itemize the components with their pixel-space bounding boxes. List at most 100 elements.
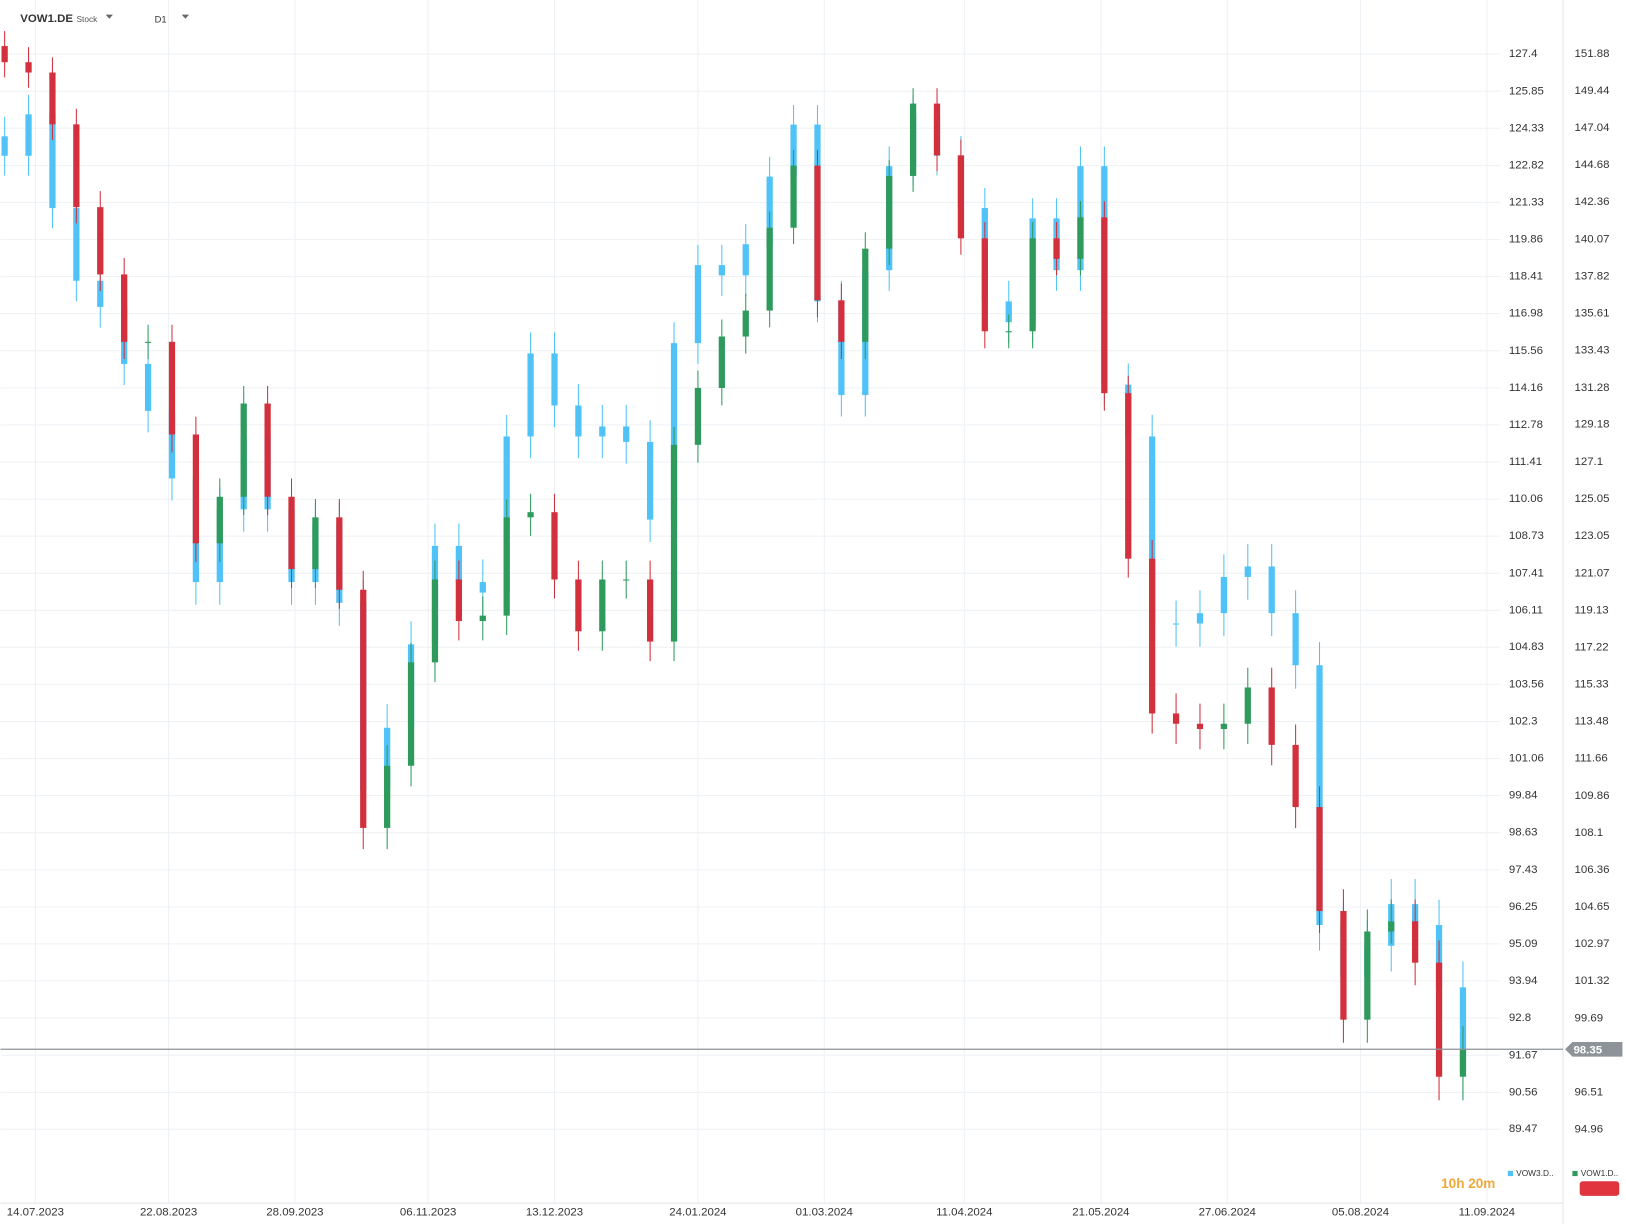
y-tick-label: 114.16 [1509, 382, 1543, 394]
candle-body [1125, 393, 1132, 559]
countdown: 10h 20m [1441, 1176, 1495, 1191]
y-tick-label: 89.47 [1509, 1123, 1538, 1135]
y-tick-label: 118.41 [1509, 271, 1543, 283]
candle-body [168, 341, 176, 435]
dropdown-arrow[interactable] [181, 14, 190, 19]
y-tick-label: 127.4 [1509, 48, 1538, 60]
candle-body [766, 227, 773, 311]
candle-body [479, 582, 486, 593]
y-tick-label: 125.85 [1509, 85, 1544, 97]
candle-body [1196, 613, 1204, 624]
y-tick-label: 96.25 [1509, 901, 1538, 913]
y2-tick-label: 106.36 [1574, 864, 1609, 876]
y2-tick-label: 147.04 [1574, 122, 1610, 134]
candle-body [1005, 301, 1012, 323]
y2-tick-label: 96.51 [1574, 1087, 1603, 1099]
candle-body [1292, 744, 1299, 808]
y-tick-label: 102.3 [1509, 716, 1538, 728]
candle-body [431, 579, 439, 663]
candle-body [599, 426, 606, 437]
x-tick-label: 01.03.2024 [796, 1207, 854, 1219]
y-tick-label: 97.43 [1509, 864, 1538, 876]
candle-body [646, 579, 654, 642]
candle-body [73, 124, 80, 208]
legend-label: VOW1.D.. [1581, 1168, 1618, 1178]
current-price-marker [1565, 1042, 1623, 1057]
candle-body [144, 341, 152, 343]
candle-body [360, 589, 367, 828]
candle-body [670, 444, 678, 642]
x-tick-label: 05.08.2024 [1332, 1207, 1390, 1219]
candle-body [384, 765, 391, 828]
x-tick-label: 14.07.2023 [7, 1207, 64, 1219]
y-tick-label: 91.67 [1509, 1049, 1538, 1061]
y2-tick-label: 151.88 [1574, 48, 1609, 60]
y2-tick-label: 149.44 [1574, 85, 1610, 97]
candle-body [886, 175, 893, 249]
candle-body [575, 579, 582, 632]
candle-body [144, 363, 152, 411]
labels: 14.07.2023 22.08.2023 28.09.2023 06.11.2023… [0, 48, 1623, 1219]
candle-body [121, 274, 128, 342]
y2-tick-label: 99.69 [1574, 1012, 1603, 1024]
y-tick-label: 119.86 [1509, 234, 1543, 246]
candle-body [1101, 217, 1108, 394]
y2-tick-label: 125.05 [1574, 493, 1609, 505]
candle-body [527, 353, 534, 437]
y-tick-label: 104.83 [1509, 641, 1544, 653]
candle-body [718, 336, 725, 388]
candle-body [1340, 911, 1347, 1020]
y-tick-label: 98.63 [1509, 827, 1538, 839]
status-badge[interactable] [1579, 1181, 1620, 1196]
candle-body [25, 62, 32, 73]
candle-body [312, 517, 319, 570]
y2-tick-label: 131.28 [1574, 382, 1609, 394]
candle-body [97, 207, 104, 275]
candle-body [1077, 217, 1084, 259]
candle-body [1, 46, 8, 63]
y2-tick-label: 121.07 [1574, 567, 1609, 579]
x-tick-label: 22.08.2023 [140, 1207, 197, 1219]
y-tick-label: 107.41 [1509, 567, 1544, 579]
candle-body [933, 103, 941, 156]
y-tick-label: 90.56 [1509, 1086, 1538, 1098]
y-tick-label: 103.56 [1509, 678, 1544, 690]
candle-body [981, 238, 988, 332]
candle-body [790, 165, 797, 228]
candle-body [862, 248, 869, 342]
candle-body [1292, 613, 1299, 666]
y2-tick-label: 129.18 [1574, 419, 1609, 431]
legend-label: VOW3.D.. [1516, 1168, 1553, 1178]
y-tick-label: 92.8 [1509, 1012, 1531, 1024]
candle-body [694, 265, 702, 344]
y2-tick-label: 108.1 [1574, 827, 1603, 839]
candle-body [1268, 687, 1275, 745]
y2-tick-label: 101.32 [1574, 975, 1609, 987]
dropdown-arrow[interactable] [105, 14, 113, 19]
y2-tick-label: 113.48 [1574, 716, 1608, 728]
y-tick-label: 108.73 [1509, 530, 1544, 542]
candles [1, 31, 1467, 1101]
y2-tick-label: 123.05 [1574, 530, 1609, 542]
candle-body [1149, 436, 1156, 624]
candle-body [694, 387, 702, 445]
y-tick-label: 110.06 [1509, 493, 1543, 505]
y2-tick-label: 115.33 [1574, 679, 1608, 691]
y-tick-label: 124.33 [1509, 122, 1544, 134]
y-tick-label: 121.33 [1509, 197, 1544, 209]
candle-body [1149, 558, 1156, 714]
candle-body [1196, 723, 1204, 730]
candle-body [240, 403, 247, 497]
candle-body [1412, 921, 1419, 963]
y2-tick-label: 94.96 [1574, 1124, 1603, 1136]
candle-body [742, 310, 749, 337]
y2-tick-label: 127.1 [1574, 456, 1603, 468]
legend-swatch [1507, 1170, 1514, 1177]
timeframe[interactable]: D1 [155, 14, 167, 24]
symbol-title[interactable]: VOW1.DE [20, 13, 73, 25]
candle-body [73, 208, 80, 281]
y2-tick-label: 144.68 [1574, 159, 1609, 171]
